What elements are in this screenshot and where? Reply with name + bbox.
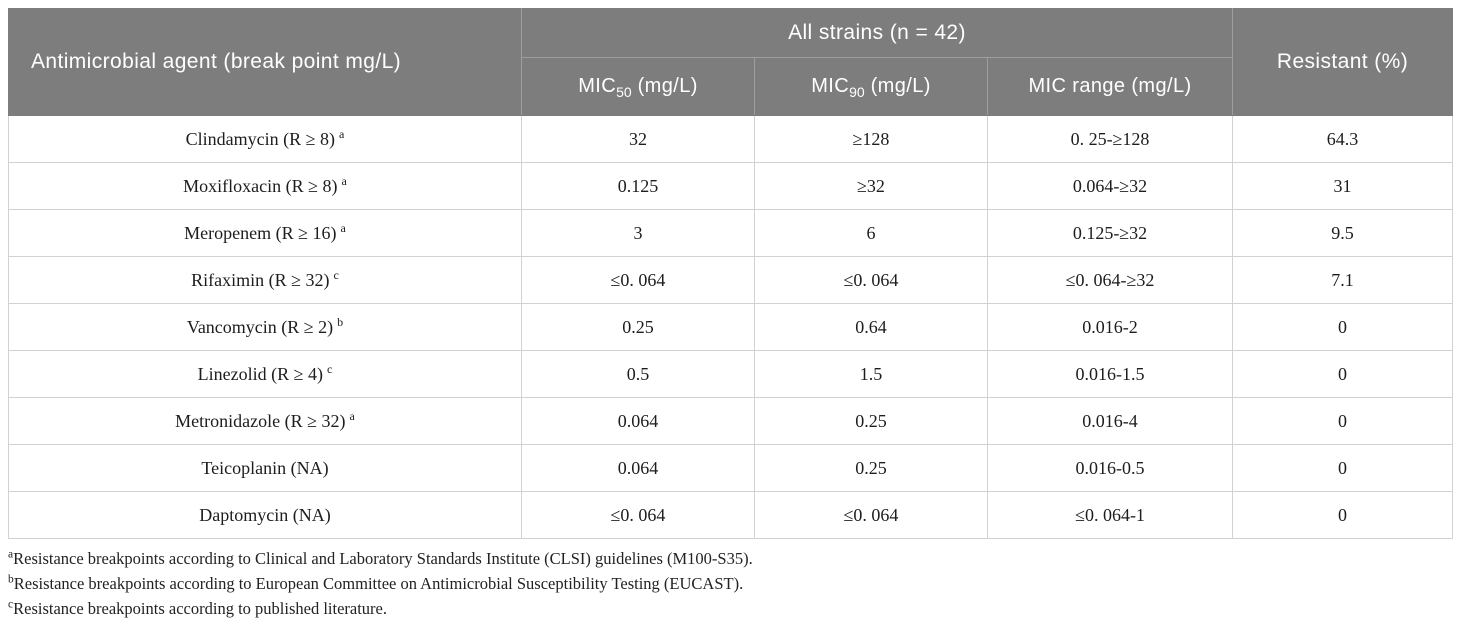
agent-cell: Metronidazole (R ≥ 32) a xyxy=(8,397,522,445)
footnote-a-marker: a xyxy=(8,548,14,561)
table-header: Antimicrobial agent (break point mg/L) A… xyxy=(8,8,1453,116)
agent-cell: Vancomycin (R ≥ 2) b xyxy=(8,303,522,351)
table-row: Vancomycin (R ≥ 2) b 0.25 0.64 0.016-2 0 xyxy=(8,303,1453,351)
mic50-cell: 0.125 xyxy=(521,162,755,210)
agent-name: Teicoplanin (NA) xyxy=(201,457,329,478)
mic90-cell: ≥32 xyxy=(754,162,988,210)
footnotes: aResistance breakpoints according to Cli… xyxy=(8,546,1452,621)
antimicrobial-susceptibility-table: Antimicrobial agent (break point mg/L) A… xyxy=(8,8,1453,539)
resistant-cell: 0 xyxy=(1232,397,1453,445)
mic90-cell: 0.25 xyxy=(754,397,988,445)
mic90-cell: ≤0. 064 xyxy=(754,256,988,304)
header-antimicrobial-agent: Antimicrobial agent (break point mg/L) xyxy=(8,8,522,116)
mic90-cell: 0.64 xyxy=(754,303,988,351)
mic-range-cell: ≤0. 064-1 xyxy=(987,491,1233,539)
footnote-marker: b xyxy=(337,314,344,329)
table-row: Teicoplanin (NA) 0.064 0.25 0.016-0.5 0 xyxy=(8,444,1453,492)
table-row: Metronidazole (R ≥ 32) a 0.064 0.25 0.016… xyxy=(8,397,1453,445)
agent-name: Vancomycin (R ≥ 2) xyxy=(186,316,334,337)
agent-name: Daptomycin (NA) xyxy=(199,504,331,525)
agent-name: Clindamycin (R ≥ 8) xyxy=(185,128,336,149)
table-row: Rifaximin (R ≥ 32) c ≤0. 064 ≤0. 064 ≤0. … xyxy=(8,256,1453,304)
mic50-cell: 0.064 xyxy=(521,444,755,492)
header-mic-range: MIC range (mg/L) xyxy=(987,57,1233,116)
header-all-strains-group: All strains (n = 42) xyxy=(521,8,1233,58)
footnote-b-marker: b xyxy=(8,573,14,586)
mic90-cell: 0.25 xyxy=(754,444,988,492)
mic50-cell: 0.064 xyxy=(521,397,755,445)
mic90-cell: 6 xyxy=(754,209,988,257)
header-row-top: Antimicrobial agent (break point mg/L) A… xyxy=(8,8,1453,116)
footnote-marker: a xyxy=(341,173,347,188)
mic-range-cell: 0.016-0.5 xyxy=(987,444,1233,492)
mic50-cell: 3 xyxy=(521,209,755,257)
mic90-subscript: 90 xyxy=(849,84,865,100)
mic90-suffix: (mg/L) xyxy=(864,75,931,97)
footnote-marker: a xyxy=(349,408,355,423)
resistant-cell: 0 xyxy=(1232,491,1453,539)
footnote-c-marker: c xyxy=(8,598,14,611)
agent-name: Meropenem (R ≥ 16) xyxy=(184,222,337,243)
header-mic90: MIC90 (mg/L) xyxy=(754,57,988,116)
agent-cell: Rifaximin (R ≥ 32) c xyxy=(8,256,522,304)
mic90-cell: 1.5 xyxy=(754,350,988,398)
mic50-cell: 0.25 xyxy=(521,303,755,351)
footnote-b: bResistance breakpoints according to Eur… xyxy=(8,571,1452,596)
mic90-prefix: MIC xyxy=(811,75,850,97)
footnote-a: aResistance breakpoints according to Cli… xyxy=(8,546,1452,571)
mic-range-cell: 0.016-4 xyxy=(987,397,1233,445)
agent-name: Rifaximin (R ≥ 32) xyxy=(191,269,330,290)
header-mic50: MIC50 (mg/L) xyxy=(521,57,755,116)
resistant-cell: 64.3 xyxy=(1232,115,1453,163)
mic50-cell: 32 xyxy=(521,115,755,163)
table-row: Meropenem (R ≥ 16) a 3 6 0.125-≥32 9.5 xyxy=(8,209,1453,257)
mic50-subscript: 50 xyxy=(616,84,632,100)
resistant-cell: 31 xyxy=(1232,162,1453,210)
footnote-c-text: Resistance breakpoints according to publ… xyxy=(13,599,387,618)
mic50-prefix: MIC xyxy=(578,75,617,97)
agent-name: Linezolid (R ≥ 4) xyxy=(197,363,324,384)
mic-range-cell: 0.016-2 xyxy=(987,303,1233,351)
mic-range-cell: 0. 25-≥128 xyxy=(987,115,1233,163)
agent-cell: Moxifloxacin (R ≥ 8) a xyxy=(8,162,522,210)
mic50-suffix: (mg/L) xyxy=(631,75,698,97)
resistant-cell: 0 xyxy=(1232,444,1453,492)
agent-cell: Linezolid (R ≥ 4) c xyxy=(8,350,522,398)
mic-range-cell: 0.064-≥32 xyxy=(987,162,1233,210)
agent-cell: Daptomycin (NA) xyxy=(8,491,522,539)
mic-range-cell: 0.016-1.5 xyxy=(987,350,1233,398)
agent-cell: Meropenem (R ≥ 16) a xyxy=(8,209,522,257)
mic50-cell: ≤0. 064 xyxy=(521,491,755,539)
table-row: Daptomycin (NA) ≤0. 064 ≤0. 064 ≤0. 064-… xyxy=(8,491,1453,539)
footnote-marker: a xyxy=(340,220,346,235)
resistant-cell: 7.1 xyxy=(1232,256,1453,304)
resistant-cell: 0 xyxy=(1232,350,1453,398)
table-body: Clindamycin (R ≥ 8) a 32 ≥128 0. 25-≥128 … xyxy=(8,115,1453,539)
header-row-sub: MIC50 (mg/L) MIC90 (mg/L) MIC range (mg/… xyxy=(9,57,1453,116)
resistant-cell: 9.5 xyxy=(1232,209,1453,257)
mic50-cell: ≤0. 064 xyxy=(521,256,755,304)
agent-cell: Teicoplanin (NA) xyxy=(8,444,522,492)
footnote-a-text: Resistance breakpoints according to Clin… xyxy=(13,549,753,568)
mic90-cell: ≥128 xyxy=(754,115,988,163)
footnote-marker: c xyxy=(327,361,333,376)
header-resistant-percent: Resistant (%) xyxy=(1232,8,1453,116)
mic-range-cell: 0.125-≥32 xyxy=(987,209,1233,257)
mic50-cell: 0.5 xyxy=(521,350,755,398)
table-row: Clindamycin (R ≥ 8) a 32 ≥128 0. 25-≥128 … xyxy=(8,115,1453,163)
footnote-marker: a xyxy=(339,126,345,141)
agent-cell: Clindamycin (R ≥ 8) a xyxy=(8,115,522,163)
mic90-cell: ≤0. 064 xyxy=(754,491,988,539)
mic-range-cell: ≤0. 064-≥32 xyxy=(987,256,1233,304)
agent-name: Metronidazole (R ≥ 32) xyxy=(175,410,346,431)
footnote-marker: c xyxy=(333,267,339,282)
resistant-cell: 0 xyxy=(1232,303,1453,351)
agent-name: Moxifloxacin (R ≥ 8) xyxy=(183,175,338,196)
footnote-b-text: Resistance breakpoints according to Euro… xyxy=(13,574,744,593)
table-row: Linezolid (R ≥ 4) c 0.5 1.5 0.016-1.5 0 xyxy=(8,350,1453,398)
footnote-c: cResistance breakpoints according to pub… xyxy=(8,596,1452,621)
table-row: Moxifloxacin (R ≥ 8) a 0.125 ≥32 0.064-≥3… xyxy=(8,162,1453,210)
